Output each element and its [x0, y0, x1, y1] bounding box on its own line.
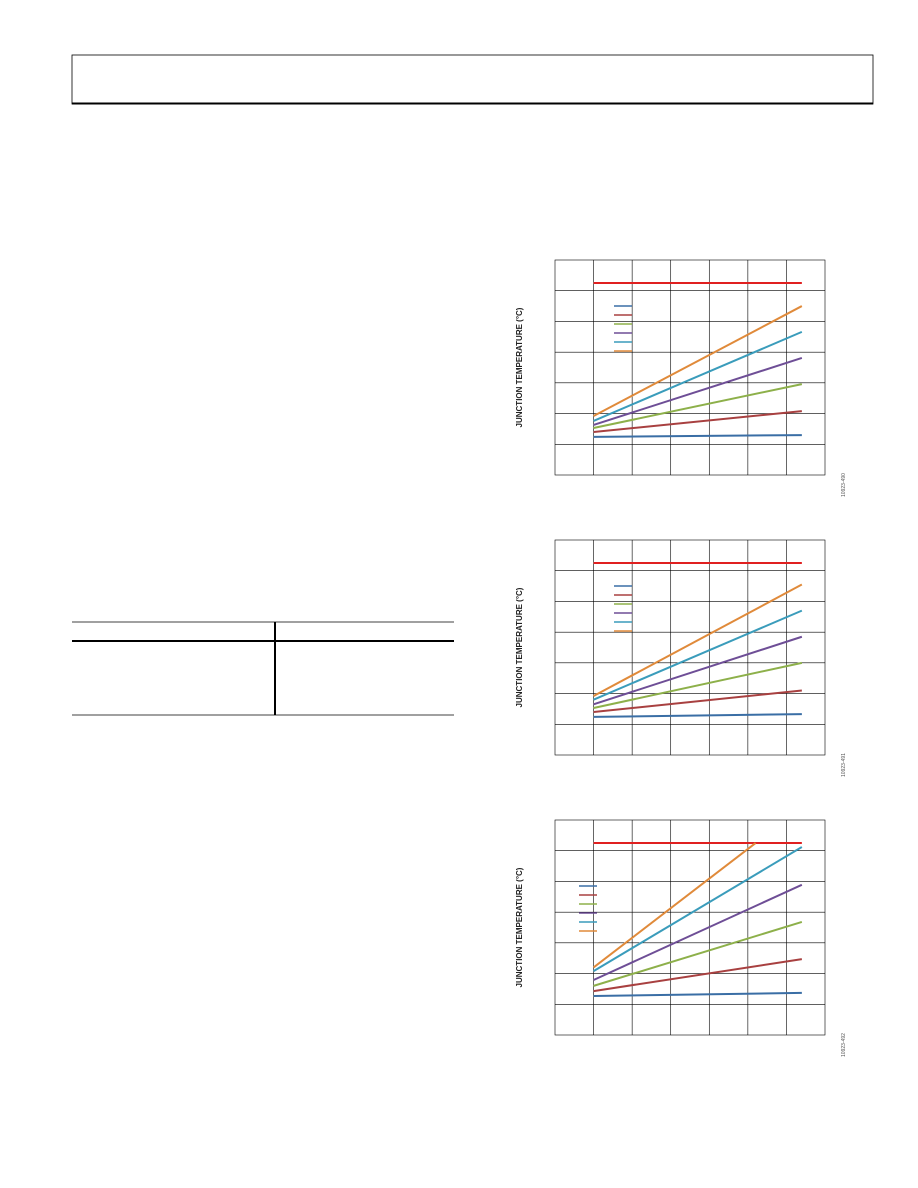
plot-frame	[554, 819, 826, 1036]
series-line	[593, 434, 802, 438]
series-line	[593, 689, 802, 713]
series-line	[593, 991, 802, 997]
y-axis-label: JUNCTION TEMPERATURE (°C)	[515, 307, 524, 427]
series-line	[592, 842, 757, 969]
series-line	[593, 921, 803, 987]
series-line	[593, 410, 802, 433]
chart: JUNCTION TEMPERATURE (°C) 10923-490	[515, 259, 847, 497]
plot-frame	[554, 259, 826, 476]
plot-frame	[554, 539, 826, 756]
y-axis-label: JUNCTION TEMPERATURE (°C)	[515, 587, 524, 707]
figure-id: 10923-491	[841, 753, 847, 777]
figure-id: 10923-492	[841, 1033, 847, 1057]
series-line	[593, 357, 803, 426]
series-line	[593, 661, 803, 709]
series-line	[593, 330, 803, 422]
series-line	[593, 383, 803, 429]
table	[72, 621, 454, 716]
series-line	[593, 713, 802, 718]
series-line	[593, 883, 803, 981]
chart: JUNCTION TEMPERATURE (°C) 10923-492	[515, 819, 847, 1057]
series-line	[593, 846, 803, 972]
figure-id: 10923-490	[841, 473, 847, 497]
series-line	[593, 583, 803, 697]
series-line	[593, 958, 803, 993]
header-box	[71, 54, 874, 105]
series-line	[593, 635, 803, 706]
series-line	[593, 305, 803, 417]
y-axis-label: JUNCTION TEMPERATURE (°C)	[515, 867, 524, 987]
series-line	[593, 609, 803, 701]
chart: JUNCTION TEMPERATURE (°C) 10923-491	[515, 539, 847, 777]
